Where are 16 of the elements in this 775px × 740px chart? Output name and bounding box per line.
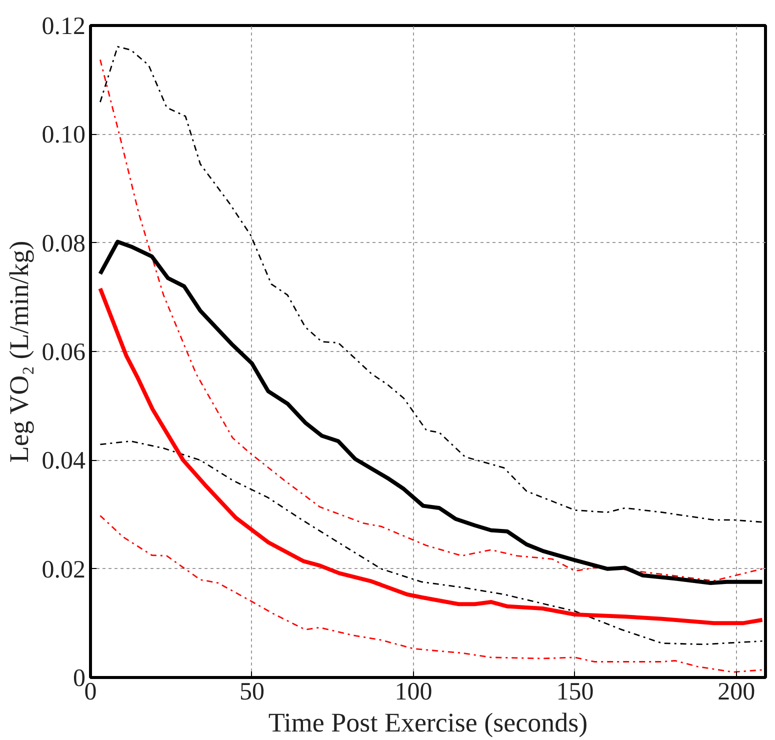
x-axis-title: Time Post Exercise (seconds) <box>268 708 588 738</box>
y-tick-label: 0.12 <box>42 13 86 40</box>
x-tick-label: 150 <box>556 678 594 706</box>
line-series <box>99 440 763 646</box>
y-tick-label: 0.04 <box>42 448 86 475</box>
line-series <box>98 240 764 585</box>
y-tick-label: 0.10 <box>42 122 86 149</box>
y-tick-label: 0.06 <box>42 339 86 366</box>
y-tick-label: 0.08 <box>42 230 86 258</box>
x-tick-label: 50 <box>239 678 264 706</box>
x-tick-label: 100 <box>394 678 432 706</box>
y-axis-title: Leg VO₂ (L/min/kg) <box>4 240 34 463</box>
line-series <box>98 286 764 626</box>
line-series <box>99 514 763 673</box>
x-tick-label: 200 <box>718 678 756 706</box>
y-tick-label: 0.02 <box>42 556 86 584</box>
